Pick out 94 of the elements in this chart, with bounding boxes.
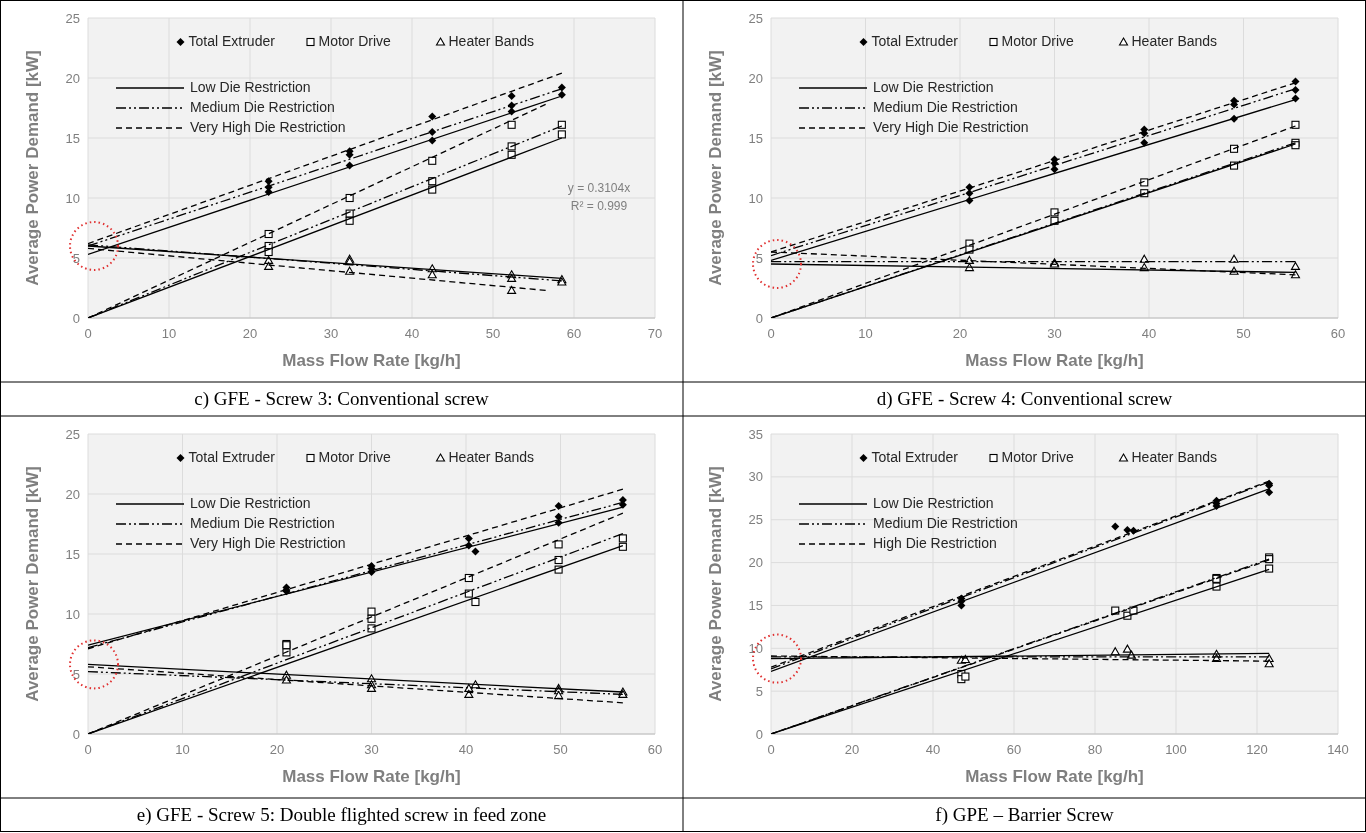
legend-label: High Die Restriction	[873, 535, 997, 551]
legend-label: Low Die Restriction	[190, 79, 311, 95]
legend-label: Heater Bands	[1131, 449, 1218, 465]
x-axis-title: Mass Flow Rate [kg/h]	[965, 767, 1144, 786]
y-tick-label: 20	[748, 555, 763, 571]
y-tick-label: 0	[72, 726, 80, 742]
legend-label: Medium Die Restriction	[190, 99, 335, 115]
legend-label: Total Extruder	[188, 449, 276, 465]
x-tick-label: 20	[242, 326, 258, 341]
x-axis-title: Mass Flow Rate [kg/h]	[282, 767, 461, 786]
legend-label: Motor Drive	[318, 449, 392, 465]
y-tick-label: 20	[748, 70, 763, 86]
y-axis-title: Average Power Demand [kW]	[23, 466, 42, 702]
y-tick-label: 10	[65, 606, 80, 622]
legend-label: Heater Bands	[448, 449, 535, 465]
legend-label: Total Extruder	[871, 449, 959, 465]
legend-label: Low Die Restriction	[190, 495, 311, 511]
x-tick-label: 50	[553, 742, 568, 757]
legend-label: Heater Bands	[1131, 33, 1218, 49]
x-tick-label: 30	[1047, 326, 1062, 341]
x-tick-label: 20	[269, 742, 285, 757]
y-tick-label: 25	[748, 512, 763, 528]
legend-label: Total Extruder	[188, 33, 276, 49]
legend-label: Motor Drive	[1001, 449, 1075, 465]
y-axis-title: Average Power Demand [kW]	[706, 50, 725, 286]
y-tick-label: 0	[755, 310, 763, 326]
legend-label: Low Die Restriction	[873, 79, 994, 95]
x-tick-label: 50	[1236, 326, 1251, 341]
y-tick-label: 15	[748, 130, 763, 146]
x-tick-label: 0	[767, 326, 775, 341]
x-tick-label: 10	[161, 326, 177, 341]
y-tick-label: 20	[65, 70, 80, 86]
y-tick-label: 20	[65, 486, 80, 502]
x-tick-label: 100	[1165, 742, 1187, 757]
legend-label: Very High Die Restriction	[190, 535, 346, 551]
y-tick-label: 25	[748, 10, 763, 26]
x-axis-title: Mass Flow Rate [kg/h]	[282, 351, 461, 370]
x-tick-label: 30	[364, 742, 379, 757]
y-tick-label: 15	[65, 546, 80, 562]
x-axis-title: Mass Flow Rate [kg/h]	[965, 351, 1144, 370]
x-tick-label: 80	[1087, 742, 1103, 757]
legend-label: Medium Die Restriction	[190, 515, 335, 531]
legend-label: Heater Bands	[448, 33, 535, 49]
x-tick-label: 60	[1330, 326, 1346, 341]
legend-label: Medium Die Restriction	[873, 515, 1018, 531]
x-tick-label: 140	[1327, 742, 1349, 757]
y-tick-label: 25	[65, 10, 80, 26]
x-tick-label: 30	[323, 326, 339, 341]
x-tick-label: 60	[566, 326, 582, 341]
legend-label: Motor Drive	[318, 33, 392, 49]
x-tick-label: 10	[175, 742, 190, 757]
y-tick-label: 10	[65, 190, 80, 206]
legend-label: Low Die Restriction	[873, 495, 994, 511]
legend-label: Medium Die Restriction	[873, 99, 1018, 115]
y-tick-label: 15	[65, 130, 80, 146]
x-tick-label: 70	[647, 326, 663, 341]
annotation: R² = 0.999	[570, 199, 628, 213]
y-tick-label: 15	[748, 597, 763, 613]
x-tick-label: 0	[767, 742, 775, 757]
x-tick-label: 60	[647, 742, 663, 757]
text: e) GFE - Screw 5: Double flighted screw in feed zone	[136, 804, 547, 826]
x-tick-label: 40	[925, 742, 941, 757]
y-tick-label: 5	[755, 250, 763, 266]
x-tick-label: 50	[485, 326, 501, 341]
x-tick-label: 40	[458, 742, 474, 757]
legend-label: Motor Drive	[1001, 33, 1075, 49]
y-tick-label: 0	[72, 310, 80, 326]
x-tick-label: 0	[84, 326, 92, 341]
y-tick-label: 5	[755, 683, 763, 699]
text: c) GFE - Screw 3: Conventional screw	[194, 388, 489, 410]
x-tick-label: 60	[1006, 742, 1022, 757]
x-tick-label: 10	[858, 326, 873, 341]
y-axis-title: Average Power Demand [kW]	[706, 466, 725, 702]
y-tick-label: 35	[748, 426, 763, 442]
y-tick-label: 10	[748, 190, 763, 206]
y-axis-title: Average Power Demand [kW]	[23, 50, 42, 286]
x-tick-label: 120	[1246, 742, 1268, 757]
x-tick-label: 40	[404, 326, 420, 341]
annotation: y = 0.3104x	[567, 181, 631, 195]
x-tick-label: 20	[844, 742, 860, 757]
y-tick-label: 5	[72, 250, 80, 266]
y-tick-label: 30	[748, 469, 763, 485]
x-tick-label: 40	[1141, 326, 1157, 341]
x-tick-label: 0	[84, 742, 92, 757]
y-tick-label: 0	[755, 726, 763, 742]
y-tick-label: 10	[748, 640, 763, 656]
legend-label: Total Extruder	[871, 33, 959, 49]
y-tick-label: 5	[72, 666, 80, 682]
x-tick-label: 20	[952, 326, 968, 341]
text: f) GPE – Barrier Screw	[935, 804, 1114, 826]
y-tick-label: 25	[65, 426, 80, 442]
legend-label: Very High Die Restriction	[190, 119, 346, 135]
text: d) GFE - Screw 4: Conventional screw	[876, 388, 1173, 410]
legend-label: Very High Die Restriction	[873, 119, 1029, 135]
